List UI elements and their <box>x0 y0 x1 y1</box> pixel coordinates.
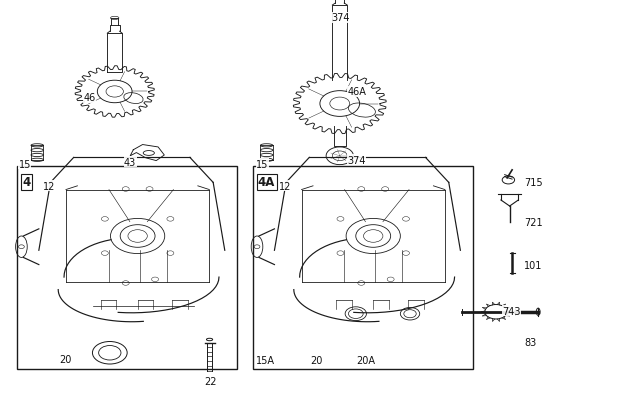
Text: 20: 20 <box>310 355 322 365</box>
Bar <box>253 166 473 369</box>
Text: 715: 715 <box>524 178 542 187</box>
Text: 12: 12 <box>279 182 291 191</box>
Text: 743: 743 <box>502 306 521 316</box>
Text: 101: 101 <box>524 261 542 270</box>
Text: 46A: 46A <box>347 87 366 97</box>
Text: 12: 12 <box>43 182 56 191</box>
Text: 22: 22 <box>205 376 217 386</box>
Text: 43: 43 <box>124 158 136 167</box>
Text: 4: 4 <box>22 176 30 189</box>
Text: 721: 721 <box>524 218 542 227</box>
Bar <box>17 166 237 369</box>
Text: 4A: 4A <box>258 176 275 189</box>
Text: 15: 15 <box>19 160 31 169</box>
Text: 374: 374 <box>347 156 366 165</box>
Text: 15: 15 <box>256 160 268 169</box>
Text: 20: 20 <box>59 354 71 364</box>
Text: 15A: 15A <box>256 355 275 365</box>
Text: 374: 374 <box>332 13 350 23</box>
Text: 83: 83 <box>524 337 536 346</box>
Text: 20A: 20A <box>356 355 376 365</box>
Text: 46: 46 <box>84 93 96 103</box>
